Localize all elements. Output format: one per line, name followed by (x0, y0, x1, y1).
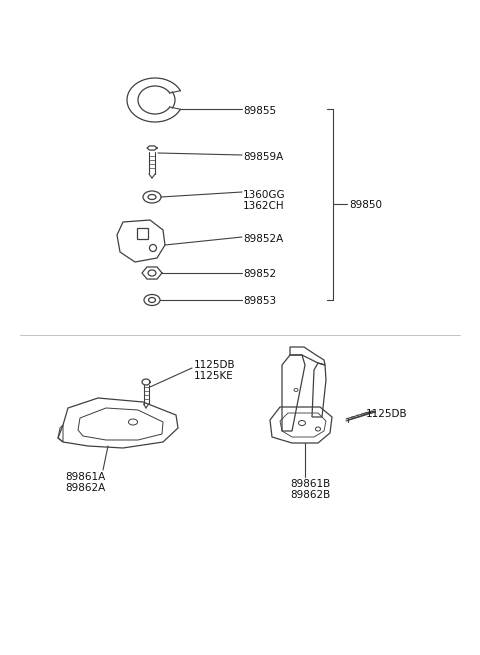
Bar (137, 228, 148, 239)
Text: 89852: 89852 (243, 269, 276, 279)
Text: 89850: 89850 (349, 200, 382, 210)
Text: 89862B: 89862B (290, 490, 330, 500)
Text: 1125KE: 1125KE (194, 371, 234, 381)
Text: 89862A: 89862A (65, 483, 105, 493)
Text: 89855: 89855 (243, 106, 276, 116)
Text: 89859A: 89859A (243, 152, 283, 162)
Text: 89853: 89853 (243, 296, 276, 306)
Text: 89861A: 89861A (65, 472, 105, 482)
Text: 89861B: 89861B (290, 479, 330, 489)
Text: 1125DB: 1125DB (194, 360, 236, 370)
Text: 1362CH: 1362CH (243, 201, 285, 211)
Text: 1125DB: 1125DB (366, 409, 408, 419)
Text: 1360GG: 1360GG (243, 190, 286, 200)
Text: 89852A: 89852A (243, 234, 283, 244)
